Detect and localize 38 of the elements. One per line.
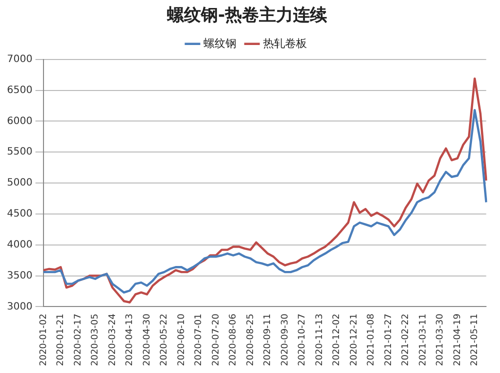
x-tick-label: 2020-12-02 xyxy=(332,314,342,366)
x-tick-label: 2020-09-11 xyxy=(263,314,274,366)
x-tick-label: 2020-03-05 xyxy=(90,314,101,366)
y-tick-label: 6000 xyxy=(6,116,32,127)
x-tick-label: 2020-12-21 xyxy=(349,314,360,366)
x-tick-label: 2020-07-01 xyxy=(194,314,204,366)
x-tick-label: 2020-11-13 xyxy=(314,314,325,366)
x-tick-label: 2021-01-27 xyxy=(384,314,394,366)
x-tick-label: 2021-03-30 xyxy=(436,313,446,366)
y-tick-label: 3000 xyxy=(6,301,32,312)
legend-label: 热轧卷板 xyxy=(263,36,307,50)
x-tick-label: 2020-07-20 xyxy=(211,313,222,366)
chart-title: 螺纹钢-热卷主力连续 xyxy=(166,6,328,26)
y-tick-label: 4000 xyxy=(6,239,32,250)
y-tick-label: 7000 xyxy=(6,54,32,65)
x-tick-label: 2020-01-02 xyxy=(38,314,49,366)
x-tick-label: 2021-05-11 xyxy=(470,314,480,366)
x-tick-label: 2021-03-11 xyxy=(418,314,428,366)
x-tick-label: 2020-08-25 xyxy=(246,314,256,366)
x-tick-label: 2020-02-17 xyxy=(73,314,84,366)
x-tick-label: 2020-01-21 xyxy=(56,314,66,366)
x-tick-label: 2020-04-30 xyxy=(142,313,152,366)
x-tick-label: 2020-04-13 xyxy=(125,314,136,366)
y-tick-label: 5500 xyxy=(6,146,32,158)
x-tick-label: 2020-09-30 xyxy=(280,313,290,366)
x-tick-label: 2020-05-22 xyxy=(160,314,170,366)
y-tick-label: 4500 xyxy=(6,208,32,220)
y-tick-label: 6500 xyxy=(6,84,32,96)
y-tick-label: 3500 xyxy=(6,270,32,282)
x-tick-label: 2020-06-10 xyxy=(176,313,187,366)
legend-label: 螺纹钢 xyxy=(204,36,236,50)
x-tick-label: 2021-02-22 xyxy=(401,314,412,366)
x-tick-label: 2020-03-24 xyxy=(108,313,118,366)
x-tick-label: 2021-01-08 xyxy=(366,313,377,366)
y-tick-label: 5000 xyxy=(6,178,32,189)
x-tick-label: 2020-08-06 xyxy=(228,313,239,366)
x-tick-label: 2021-04-19 xyxy=(452,313,463,366)
x-tick-label: 2020-10-27 xyxy=(298,314,308,366)
